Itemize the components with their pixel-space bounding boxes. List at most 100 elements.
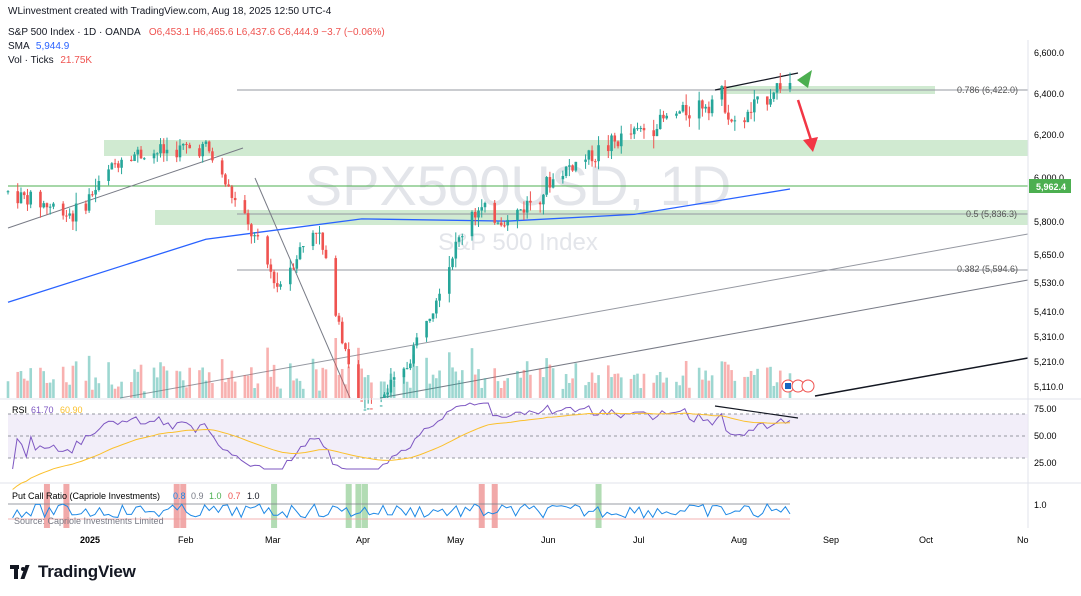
candle[interactable] bbox=[658, 114, 662, 129]
candle[interactable] bbox=[314, 232, 318, 234]
candle[interactable] bbox=[120, 159, 123, 168]
price-axis[interactable]: 6,600.0 6,400.0 6,200.0 6,000.0 5,800.0 … bbox=[1034, 48, 1064, 392]
candle[interactable] bbox=[402, 368, 406, 378]
candle[interactable] bbox=[19, 192, 23, 204]
candle[interactable] bbox=[584, 159, 587, 162]
candle[interactable] bbox=[548, 177, 552, 188]
candle[interactable] bbox=[204, 141, 208, 144]
candle[interactable] bbox=[753, 99, 756, 113]
candle[interactable] bbox=[431, 313, 435, 319]
candle[interactable] bbox=[155, 153, 159, 155]
candle[interactable] bbox=[499, 222, 503, 226]
candle[interactable] bbox=[130, 159, 133, 162]
candle[interactable] bbox=[162, 144, 166, 154]
candle[interactable] bbox=[97, 181, 101, 190]
candle[interactable] bbox=[318, 232, 321, 234]
sma-line[interactable] bbox=[7, 188, 791, 303]
pcr-line[interactable] bbox=[12, 503, 791, 519]
candle[interactable] bbox=[496, 222, 500, 224]
candle[interactable] bbox=[743, 120, 746, 123]
channel-line-lower[interactable] bbox=[379, 279, 1029, 399]
trendline-feb-apr[interactable] bbox=[254, 177, 351, 399]
candle[interactable] bbox=[185, 143, 188, 145]
rsi-ma-line[interactable] bbox=[12, 412, 791, 490]
candle[interactable] bbox=[506, 219, 510, 226]
candle[interactable] bbox=[435, 300, 438, 314]
candle[interactable] bbox=[568, 165, 571, 167]
candle[interactable] bbox=[233, 197, 237, 201]
candle[interactable] bbox=[220, 160, 224, 175]
candle[interactable] bbox=[613, 135, 617, 142]
candle[interactable] bbox=[159, 144, 162, 154]
candle[interactable] bbox=[389, 379, 393, 393]
divergence-line-rsi[interactable] bbox=[714, 405, 799, 419]
candle[interactable] bbox=[574, 161, 578, 171]
symbol-legend[interactable]: S&P 500 Index · 1D · OANDA O6,453.1 H6,4… bbox=[8, 27, 385, 38]
candle[interactable] bbox=[340, 321, 344, 344]
candle[interactable] bbox=[454, 241, 458, 259]
candle[interactable] bbox=[772, 92, 776, 99]
candle[interactable] bbox=[26, 195, 29, 205]
candle[interactable] bbox=[665, 115, 668, 119]
candle[interactable] bbox=[227, 184, 230, 187]
candle[interactable] bbox=[516, 209, 519, 220]
divergence-line-price[interactable] bbox=[714, 72, 799, 91]
candle[interactable] bbox=[616, 141, 620, 147]
candle[interactable] bbox=[460, 236, 464, 238]
candle[interactable] bbox=[142, 158, 146, 160]
candle[interactable] bbox=[457, 237, 461, 242]
candle[interactable] bbox=[324, 249, 328, 259]
candle[interactable] bbox=[301, 246, 305, 248]
candle[interactable] bbox=[503, 225, 506, 227]
candle[interactable] bbox=[266, 236, 269, 265]
candle[interactable] bbox=[230, 186, 234, 198]
us-event-flags-icon[interactable] bbox=[781, 379, 815, 393]
candle[interactable] bbox=[360, 400, 363, 402]
candle[interactable] bbox=[710, 99, 714, 114]
candle[interactable] bbox=[746, 111, 750, 123]
candle[interactable] bbox=[428, 318, 432, 321]
candle[interactable] bbox=[447, 267, 451, 294]
candle[interactable] bbox=[542, 194, 545, 205]
candle[interactable] bbox=[117, 163, 120, 168]
candle[interactable] bbox=[727, 112, 730, 120]
candle[interactable] bbox=[344, 343, 347, 350]
candle[interactable] bbox=[311, 232, 315, 247]
candle[interactable] bbox=[61, 203, 65, 216]
candle[interactable] bbox=[730, 119, 733, 122]
candle[interactable] bbox=[292, 267, 295, 269]
candle[interactable] bbox=[22, 192, 26, 196]
volume-legend[interactable]: Vol · Ticks 21.75K bbox=[8, 55, 92, 66]
candle[interactable] bbox=[590, 150, 594, 162]
candle[interactable] bbox=[545, 177, 548, 195]
candle[interactable] bbox=[765, 96, 769, 105]
candle[interactable] bbox=[269, 264, 273, 272]
candle[interactable] bbox=[94, 189, 97, 195]
candle[interactable] bbox=[370, 408, 373, 410]
candle[interactable] bbox=[473, 211, 477, 218]
candle[interactable] bbox=[363, 409, 367, 411]
candle[interactable] bbox=[405, 368, 409, 370]
candle[interactable] bbox=[704, 106, 707, 109]
candle[interactable] bbox=[295, 259, 299, 269]
candle[interactable] bbox=[438, 293, 441, 301]
candle[interactable] bbox=[477, 210, 480, 218]
candle[interactable] bbox=[113, 163, 117, 165]
candle[interactable] bbox=[571, 165, 574, 171]
tradingview-logo[interactable]: TradingView bbox=[10, 562, 136, 582]
candle[interactable] bbox=[778, 83, 782, 90]
candle[interactable] bbox=[594, 161, 597, 163]
candle[interactable] bbox=[788, 82, 792, 90]
candle[interactable] bbox=[480, 207, 484, 211]
support-zone-upper[interactable] bbox=[104, 140, 1028, 156]
candle[interactable] bbox=[769, 98, 772, 105]
candle[interactable] bbox=[74, 203, 78, 222]
candle[interactable] bbox=[272, 271, 276, 284]
candle[interactable] bbox=[279, 284, 282, 287]
candle[interactable] bbox=[334, 258, 338, 316]
candle[interactable] bbox=[723, 86, 727, 113]
channel-line-upper[interactable] bbox=[119, 233, 1029, 399]
candle[interactable] bbox=[175, 149, 179, 158]
candle[interactable] bbox=[519, 209, 522, 211]
candle[interactable] bbox=[87, 194, 91, 211]
